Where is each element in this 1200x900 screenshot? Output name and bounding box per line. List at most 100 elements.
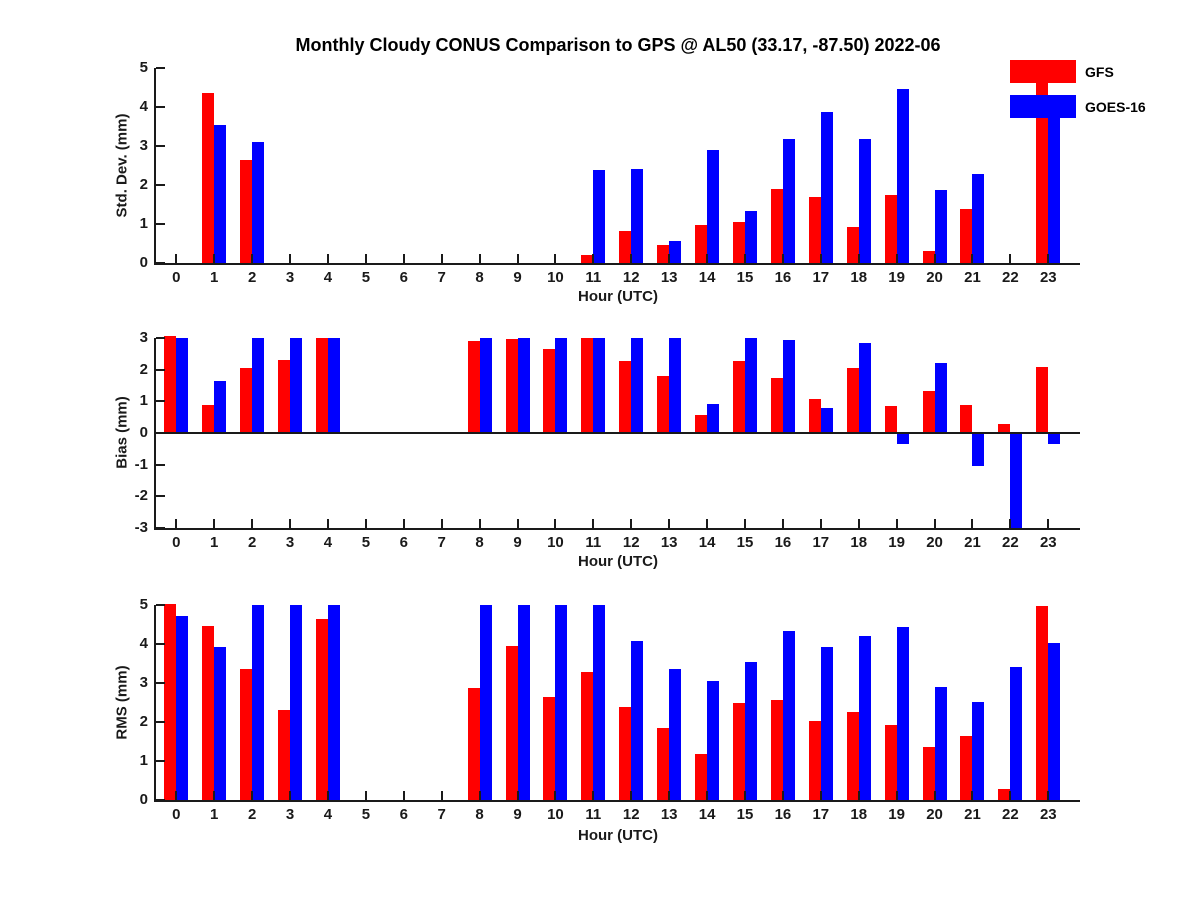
bar-goes16-h1 [214,124,227,263]
x-tick-label: 9 [513,806,522,823]
x-tick [175,254,178,263]
ylabel-stddev: Std. Dev. (mm) [113,113,131,218]
x-tick [743,791,746,800]
x-tick [516,254,519,263]
bar-goes16-h17 [820,646,833,800]
y-tick [156,262,165,264]
bar-goes16-h15 [744,338,757,433]
x-axis-spine [154,263,1080,265]
x-tick-label: 6 [399,806,408,823]
x-tick-label: 15 [736,269,754,286]
x-tick-label: 22 [1002,806,1019,823]
bar-gfs-h21 [960,209,973,263]
bar-goes16-h13 [669,240,682,263]
x-tick [1047,791,1050,800]
bar-gfs-h20 [922,390,935,433]
y-tick-label: 2 [139,176,148,193]
bar-gfs-h10 [543,349,556,433]
x-tick-label: 10 [547,534,564,551]
bar-gfs-h12 [619,707,632,800]
x-tick [592,254,595,263]
x-tick [933,254,936,263]
x-tick [630,791,633,800]
x-tick [668,791,671,800]
y-tick [156,368,165,371]
legend-swatch-goes16 [1010,95,1076,118]
bar-gfs-h10 [543,696,556,800]
x-tick [326,791,329,800]
bar-goes16-h14 [707,149,720,263]
x-tick-label: 1 [210,269,219,286]
x-tick [440,791,443,800]
x-tick-label: 2 [247,269,257,286]
bar-gfs-h20 [922,746,935,800]
x-tick [819,519,822,528]
bar-goes16-h18 [858,635,871,800]
bar-goes16-h12 [631,641,644,800]
x-tick-label: 0 [172,806,181,823]
bar-goes16-h9 [517,338,530,433]
bar-gfs-h0 [164,336,177,433]
bar-goes16-h20 [934,189,947,263]
bar-goes16-h19 [896,627,909,800]
y-tick-label: -3 [134,519,148,536]
x-tick-label: 17 [812,806,830,823]
x-tick [668,519,671,528]
y-tick [156,760,165,762]
y-tick-label: 1 [139,215,148,232]
xlabel-bias: Hour (UTC) [578,553,658,570]
x-tick-label: 6 [399,534,408,551]
bar-goes16-h2 [252,142,265,263]
bar-gfs-h20 [922,251,935,263]
x-tick-label: 11 [585,269,602,286]
legend-entry-gfs: GFS [1010,60,1146,83]
x-tick-label: 11 [585,534,602,551]
x-tick [857,254,860,263]
bar-goes16-h18 [858,343,871,433]
bar-goes16-h2 [252,338,265,433]
x-tick [175,791,178,800]
x-tick [289,791,292,800]
x-tick [175,519,178,528]
bar-goes16-h16 [782,631,795,800]
y-tick [156,604,165,606]
x-tick-label: 7 [437,269,446,286]
x-tick-label: 16 [774,534,792,551]
bar-goes16-h1 [214,381,227,433]
x-tick [1047,254,1050,263]
bar-gfs-h9 [505,645,518,800]
x-tick-label: 18 [850,269,868,286]
x-tick [971,791,974,800]
x-tick [630,519,633,528]
x-tick [895,791,898,800]
bar-gfs-h3 [278,709,291,800]
bar-goes16-h16 [782,339,795,433]
x-tick [213,519,216,528]
y-tick-label: 4 [139,98,148,115]
bar-gfs-h19 [884,725,897,800]
bar-gfs-h13 [657,376,670,433]
bar-gfs-h21 [960,735,973,800]
x-tick-label: 10 [547,806,564,823]
x-tick-label: 7 [437,806,446,823]
bar-goes16-h14 [707,680,720,800]
bar-goes16-h4 [327,605,340,800]
y-tick [156,463,165,466]
bar-goes16-h12 [631,169,644,263]
bar-gfs-h17 [808,398,821,433]
bar-gfs-h0 [164,603,177,800]
x-tick-label: 4 [323,806,333,823]
x-tick [554,791,557,800]
x-tick-label: 4 [323,269,333,286]
y-tick-label: 0 [139,424,148,441]
x-tick-label: 14 [698,534,716,551]
x-tick [706,519,709,528]
bar-gfs-h15 [732,702,745,800]
bar-goes16-h12 [631,338,644,433]
bar-gfs-h21 [960,405,973,433]
x-tick [895,519,898,528]
y-tick-label: -2 [134,487,148,505]
bar-gfs-h11 [581,672,594,800]
x-tick [289,254,292,263]
x-tick [213,254,216,263]
